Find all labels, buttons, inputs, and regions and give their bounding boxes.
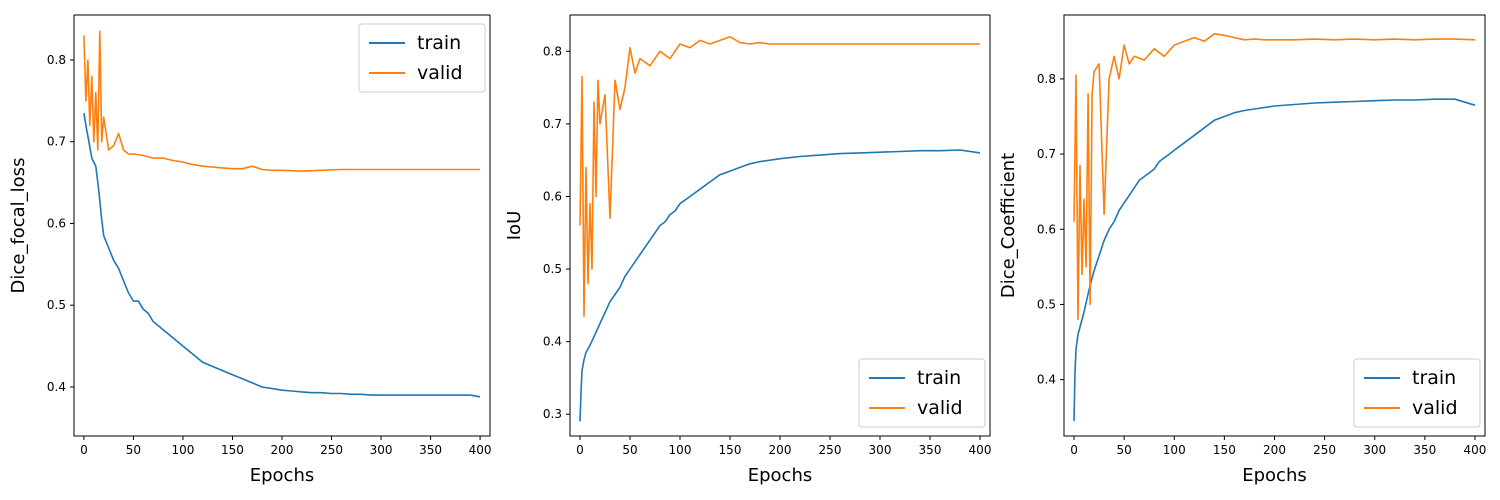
x-tick-label: 300 bbox=[869, 443, 892, 457]
x-tick-label: 150 bbox=[1213, 443, 1236, 457]
x-tick-label: 350 bbox=[1413, 443, 1436, 457]
x-tick-label: 400 bbox=[969, 443, 992, 457]
legend-label-valid: valid bbox=[917, 397, 963, 419]
x-tick-label: 250 bbox=[819, 443, 842, 457]
x-tick-label: 50 bbox=[126, 443, 141, 457]
y-tick-label: 0.6 bbox=[543, 189, 562, 203]
y-tick-label: 0.4 bbox=[543, 335, 562, 349]
legend-label-train: train bbox=[1412, 367, 1456, 389]
x-tick-label: 0 bbox=[576, 443, 584, 457]
legend: train valid bbox=[858, 358, 986, 428]
y-tick-label: 0.7 bbox=[47, 135, 66, 149]
chart-panel-2: 0 50 100 150 200 250 300 350 400 0.3 0.4 0.5 0.6 0.7 0… bbox=[504, 14, 992, 486]
x-tick-label: 400 bbox=[469, 443, 492, 457]
y-axis-label: Dice_focal_loss bbox=[8, 158, 29, 294]
y-tick-label: 0.7 bbox=[1037, 147, 1056, 161]
chart-panel-1: 0 50 100 150 200 250 300 350 400 0.4 0.5 0.6 0.7 0.8 E… bbox=[8, 14, 492, 486]
legend: train valid bbox=[1353, 358, 1481, 428]
series-line-valid bbox=[83, 30, 481, 172]
series-line-train bbox=[579, 149, 981, 422]
x-tick-label: 200 bbox=[271, 443, 294, 457]
x-tick-label: 400 bbox=[1464, 443, 1487, 457]
legend-box bbox=[1353, 358, 1481, 428]
x-tick-label: 0 bbox=[1070, 443, 1078, 457]
y-tick-label: 0.5 bbox=[1037, 297, 1056, 311]
y-tick-label: 0.4 bbox=[47, 380, 66, 394]
x-tick-label: 250 bbox=[1313, 443, 1336, 457]
y-tick-label: 0.7 bbox=[543, 117, 562, 131]
x-tick-label: 350 bbox=[419, 443, 442, 457]
y-tick-label: 0.8 bbox=[47, 53, 66, 67]
y-tick-label: 0.5 bbox=[47, 298, 66, 312]
y-tick-label: 0.8 bbox=[1037, 72, 1056, 86]
x-tick-label: 200 bbox=[769, 443, 792, 457]
legend-label-train: train bbox=[417, 32, 461, 54]
x-tick-label: 0 bbox=[80, 443, 88, 457]
x-tick-label: 150 bbox=[719, 443, 742, 457]
x-tick-label: 300 bbox=[1363, 443, 1386, 457]
y-tick-label: 0.6 bbox=[47, 216, 66, 230]
x-tick-label: 150 bbox=[221, 443, 244, 457]
series-line-valid bbox=[579, 35, 980, 318]
y-tick-label: 0.3 bbox=[543, 407, 562, 421]
legend: train valid bbox=[358, 23, 486, 93]
x-tick-label: 50 bbox=[622, 443, 637, 457]
y-tick-label: 0.5 bbox=[543, 262, 562, 276]
x-tick-label: 300 bbox=[370, 443, 393, 457]
chart-panel-3: 0 50 100 150 200 250 300 350 400 0.4 0.5 0.6 0.7 0.8 E… bbox=[998, 14, 1487, 486]
y-tick-label: 0.4 bbox=[1037, 373, 1056, 387]
x-tick-label: 250 bbox=[320, 443, 343, 457]
x-tick-label: 200 bbox=[1263, 443, 1286, 457]
legend-label-train: train bbox=[917, 367, 961, 389]
series-line-valid bbox=[1073, 32, 1476, 321]
x-tick-label: 100 bbox=[1163, 443, 1186, 457]
x-axis-label: Epochs bbox=[1242, 465, 1307, 486]
x-tick-label: 50 bbox=[1117, 443, 1132, 457]
x-tick-label: 100 bbox=[669, 443, 692, 457]
legend-label-valid: valid bbox=[417, 62, 463, 84]
x-tick-label: 350 bbox=[919, 443, 942, 457]
x-axis-label: Epochs bbox=[748, 465, 813, 486]
x-axis-label: Epochs bbox=[250, 465, 315, 486]
y-tick-label: 0.6 bbox=[1037, 222, 1056, 236]
y-axis-label: IoU bbox=[504, 211, 525, 241]
legend-box bbox=[858, 358, 986, 428]
y-tick-label: 0.8 bbox=[543, 44, 562, 58]
y-axis-label: Dice_Coefficient bbox=[998, 153, 1019, 298]
legend-box bbox=[358, 23, 486, 93]
x-tick-label: 100 bbox=[171, 443, 194, 457]
series-line-train bbox=[83, 112, 481, 398]
legend-label-valid: valid bbox=[1412, 397, 1458, 419]
